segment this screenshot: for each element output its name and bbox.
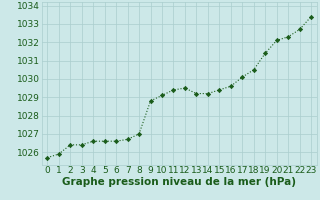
X-axis label: Graphe pression niveau de la mer (hPa): Graphe pression niveau de la mer (hPa) bbox=[62, 177, 296, 187]
